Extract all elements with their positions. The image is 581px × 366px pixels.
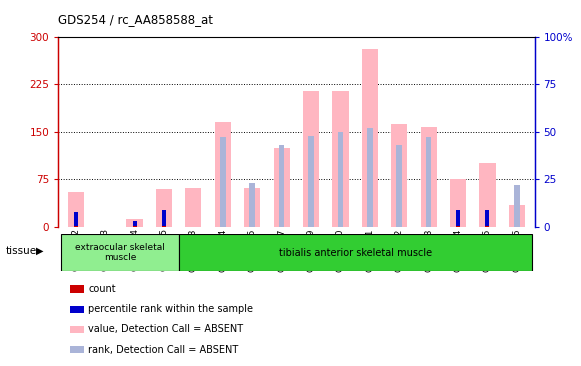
Bar (215, 122, 231, 227)
Bar (156, 189, 172, 227)
Bar (450, 179, 466, 227)
Text: extraocular skeletal
muscle: extraocular skeletal muscle (75, 243, 165, 262)
Bar (179, 234, 532, 271)
Bar (486, 210, 489, 227)
Bar (127, 219, 143, 227)
Bar (274, 147, 290, 227)
Bar (249, 183, 255, 227)
Bar (426, 138, 432, 227)
Bar (421, 127, 437, 227)
Bar (185, 188, 202, 227)
Bar (132, 226, 137, 227)
Bar (162, 210, 166, 227)
Text: rank, Detection Call = ABSENT: rank, Detection Call = ABSENT (88, 344, 239, 355)
Bar (279, 145, 285, 227)
Bar (162, 226, 166, 227)
Bar (67, 192, 84, 227)
Text: value, Detection Call = ABSENT: value, Detection Call = ABSENT (88, 324, 243, 335)
Text: percentile rank within the sample: percentile rank within the sample (88, 304, 253, 314)
Text: GDS254 / rc_AA858588_at: GDS254 / rc_AA858588_at (58, 12, 213, 26)
Bar (479, 164, 496, 227)
Bar (514, 185, 520, 227)
Text: tibialis anterior skeletal muscle: tibialis anterior skeletal muscle (278, 247, 432, 258)
Bar (61, 234, 179, 271)
Bar (74, 226, 78, 227)
Bar (396, 145, 402, 227)
Bar (332, 90, 349, 227)
Bar (367, 128, 372, 227)
Bar (74, 212, 78, 227)
Bar (244, 188, 260, 227)
Bar (362, 49, 378, 227)
Bar (308, 135, 314, 227)
Bar (486, 226, 489, 227)
Bar (391, 124, 407, 227)
Text: count: count (88, 284, 116, 294)
Text: tissue: tissue (6, 246, 37, 256)
Bar (338, 132, 343, 227)
Bar (456, 226, 460, 227)
Bar (303, 90, 319, 227)
Bar (220, 138, 225, 227)
Bar (132, 221, 137, 227)
Text: ▶: ▶ (36, 246, 44, 256)
Bar (456, 210, 460, 227)
Bar (509, 205, 525, 227)
